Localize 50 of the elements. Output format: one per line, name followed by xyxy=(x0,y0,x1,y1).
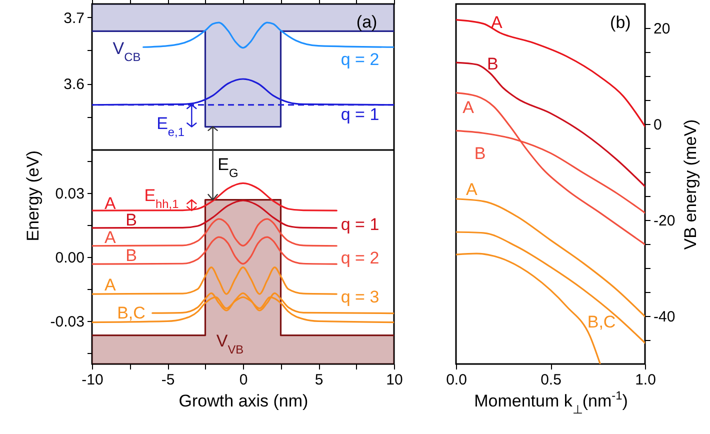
annotation: B xyxy=(486,54,498,74)
annotation: V$_{VB}$ xyxy=(216,332,244,357)
annotation: q = 3 xyxy=(340,287,380,306)
annotation: q = 1 xyxy=(340,214,380,234)
annotation: q = 1 xyxy=(340,104,380,124)
annotation: (a) xyxy=(356,12,378,32)
y-tick-label: 3.7 xyxy=(64,10,84,27)
line-series xyxy=(456,231,645,344)
y-tick-label: -0.03 xyxy=(50,314,84,331)
y-tick-label: 3.6 xyxy=(64,76,84,94)
x-tick-label: 10 xyxy=(386,372,403,388)
y-axis-title: VB energy (meV) xyxy=(681,119,700,250)
x-tick-label: -10 xyxy=(82,372,104,388)
annotation: B,C xyxy=(117,304,146,323)
x-tick-label: 1.0 xyxy=(635,372,656,388)
annotation: A xyxy=(104,228,116,247)
annotation: B xyxy=(474,144,486,163)
annotation: E$_{e,1}$ xyxy=(156,114,185,140)
line-series xyxy=(456,198,645,318)
y-tick-label: 0.00 xyxy=(55,250,84,266)
line-series xyxy=(92,182,338,212)
y-tick-label: -40 xyxy=(654,308,676,326)
annotation: V$_{CB}$ xyxy=(112,39,141,64)
x-tick-label: 0.5 xyxy=(540,372,562,388)
annotation: q = 2 xyxy=(340,50,380,69)
annotation: E$_{G}$ xyxy=(218,154,238,180)
y-axis-title: Energy (eV) xyxy=(23,150,42,242)
annotation: A xyxy=(104,275,116,294)
annotation: B xyxy=(126,210,137,230)
x-tick-label: 0 xyxy=(239,372,248,388)
y-tick-label: 0.03 xyxy=(55,185,84,202)
x-axis-title: Momentum k$_{⊥}$(nm$^{-1}$) xyxy=(474,388,628,416)
annotation: B xyxy=(126,246,137,265)
annotation: A xyxy=(462,98,475,118)
annotation: B,C xyxy=(587,312,616,332)
annotation: A xyxy=(466,180,478,199)
line-series xyxy=(456,92,645,246)
annotation: A xyxy=(104,194,116,213)
y-tick-label: 20 xyxy=(654,20,670,38)
x-axis-title: Growth axis (nm) xyxy=(178,392,308,410)
annotation: E$_{hh,1}$ xyxy=(144,186,180,211)
x-tick-label: -5 xyxy=(161,372,175,388)
y-tick-label: -20 xyxy=(654,212,676,230)
y-tick-label: 0 xyxy=(654,116,662,134)
x-tick-label: 5 xyxy=(314,372,324,388)
x-tick-label: 0.0 xyxy=(446,372,467,388)
line-series xyxy=(92,266,338,295)
annotation: q = 2 xyxy=(340,248,380,268)
annotation: (b) xyxy=(610,13,631,32)
annotation: A xyxy=(490,13,503,32)
